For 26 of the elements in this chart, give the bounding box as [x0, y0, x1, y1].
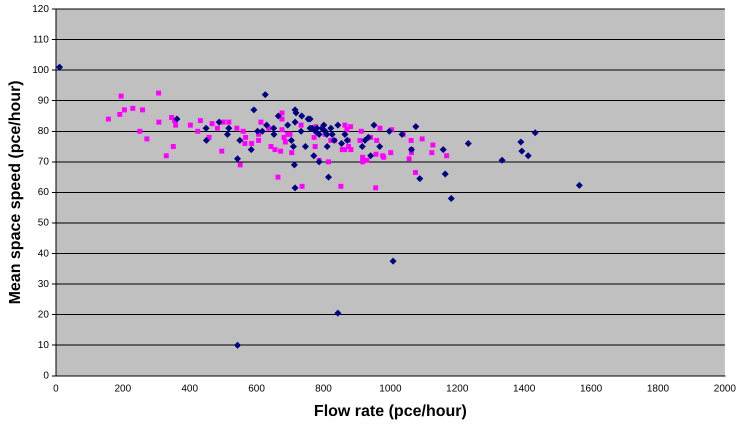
- x-tick-label: 1400: [513, 384, 536, 395]
- x-tick-label: 600: [248, 384, 266, 395]
- y-tick-label: 80: [38, 126, 50, 138]
- x-tick-label: 1000: [379, 384, 402, 395]
- y-axis-title: Mean space speed (pce/hour): [7, 80, 24, 304]
- x-axis-title: Flow rate (pce/hour): [314, 402, 467, 420]
- y-tick-label: 60: [38, 187, 50, 198]
- x-tick-label: 1800: [646, 384, 670, 395]
- x-tick-label: 200: [114, 384, 132, 395]
- y-tick-label: 10: [38, 340, 50, 351]
- y-tick-label: 0: [43, 370, 50, 382]
- y-tick-label: 70: [38, 156, 50, 168]
- x-tick-label: 2000: [714, 384, 736, 395]
- y-tick-label: 100: [32, 64, 50, 76]
- x-tick-label: 400: [181, 384, 198, 395]
- x-tick-label: 1600: [580, 384, 603, 395]
- x-tick-label: 0: [53, 384, 60, 395]
- y-tick-label: 90: [38, 95, 50, 106]
- y-tick-label: 20: [38, 309, 50, 320]
- y-tick-label: 40: [38, 248, 50, 260]
- y-tick-label: 30: [38, 278, 50, 290]
- y-tick-label: 50: [38, 218, 50, 229]
- x-tick-label: 1200: [446, 384, 469, 395]
- x-tick-label: 800: [315, 384, 332, 395]
- y-tick-label: 110: [32, 34, 50, 46]
- y-tick-label: 120: [32, 4, 50, 15]
